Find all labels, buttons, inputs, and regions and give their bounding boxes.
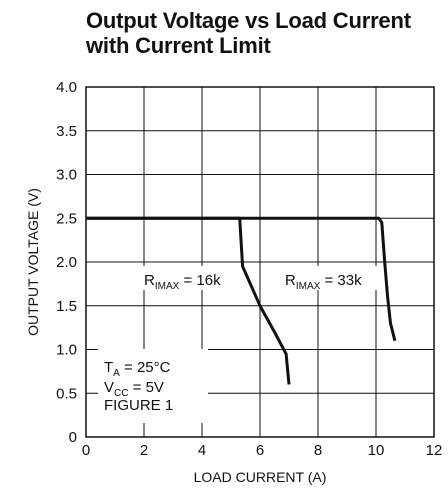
x-tick-label: 12 [426, 442, 443, 459]
y-tick-label: 0 [69, 429, 77, 446]
y-tick-label: 1.5 [56, 298, 77, 315]
y-axis-label: OUTPUT VOLTAGE (V) [25, 188, 41, 336]
chart-title-line-2: with Current Limit [86, 33, 271, 58]
label-16k-background [142, 266, 238, 290]
y-tick-label: 2.5 [56, 210, 77, 227]
y-tick-label: 1.0 [56, 342, 77, 359]
y-tick-label: 4.0 [56, 79, 77, 96]
x-axis-label: LOAD CURRENT (A) [194, 469, 327, 485]
condition-figure: FIGURE 1 [104, 397, 173, 414]
x-tick-label: 8 [314, 442, 322, 459]
x-tick-label: 2 [140, 442, 148, 459]
label-33k-background [283, 266, 379, 290]
y-tick-label: 2.0 [56, 254, 77, 271]
chart-title-line-1: Output Voltage vs Load Current [86, 8, 411, 33]
y-tick-label: 3.0 [56, 167, 77, 184]
plot-area-frame [85, 86, 435, 438]
x-tick-label: 6 [256, 442, 264, 459]
y-tick-label: 3.5 [56, 123, 77, 140]
series-line-1 [86, 216, 397, 342]
x-tick-label: 10 [368, 442, 385, 459]
y-tick-label: 0.5 [56, 385, 77, 402]
condition-ta: TA = 25°C [104, 359, 171, 379]
x-tick-label: 4 [198, 442, 206, 459]
series-label-33k: RIMAX = 33k [285, 272, 362, 292]
chart-title: Output Voltage vs Load Current with Curr… [86, 8, 446, 58]
series-line-0 [86, 216, 291, 385]
conditions-background [98, 349, 208, 423]
condition-vcc: VCC = 5V [104, 379, 164, 399]
x-tick-label: 0 [82, 442, 90, 459]
series-label-16k: RIMAX = 16k [144, 272, 221, 292]
